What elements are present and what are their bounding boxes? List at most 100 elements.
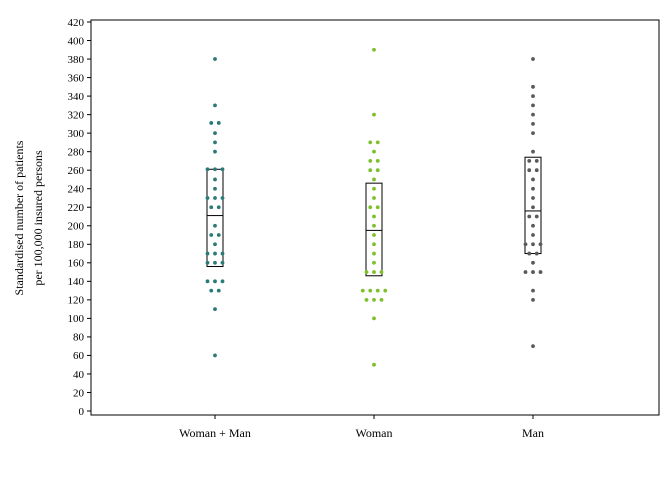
data-point xyxy=(527,214,532,219)
data-point xyxy=(383,288,388,293)
data-point xyxy=(531,149,535,154)
data-point xyxy=(372,233,376,237)
data-point xyxy=(375,159,380,163)
y-tick-label: 240 xyxy=(68,184,85,196)
data-point xyxy=(531,177,535,182)
data-point xyxy=(220,279,225,284)
data-point xyxy=(534,214,539,219)
data-point xyxy=(213,279,217,284)
data-point xyxy=(209,233,214,237)
y-axis-title-line-1: Standardised number of patients xyxy=(12,140,26,295)
data-point xyxy=(216,121,221,125)
data-point xyxy=(205,251,210,256)
data-point xyxy=(372,297,376,302)
y-tick-label: 100 xyxy=(68,313,85,325)
data-point xyxy=(375,288,380,293)
data-point xyxy=(372,196,376,200)
data-point xyxy=(531,205,535,210)
y-tick-label: 420 xyxy=(68,17,85,29)
data-point xyxy=(527,168,532,173)
y-tick-label: 0 xyxy=(79,406,85,418)
data-point xyxy=(213,177,217,182)
data-point xyxy=(220,167,225,172)
data-point xyxy=(372,214,376,219)
data-point xyxy=(372,47,376,52)
data-point xyxy=(209,288,214,293)
data-point xyxy=(534,159,539,163)
data-point xyxy=(213,242,217,247)
data-point xyxy=(213,260,217,265)
data-point xyxy=(531,297,535,302)
data-point xyxy=(531,121,535,126)
data-point xyxy=(531,112,535,117)
y-axis: 0 20 40 60 80 100 120 140 160 180 200 220 240 260 280 3… xyxy=(68,17,91,418)
data-point xyxy=(220,260,225,265)
y-tick-label: 160 xyxy=(68,258,85,270)
data-point xyxy=(531,131,535,136)
y-tick-label: 300 xyxy=(68,128,85,140)
data-point xyxy=(372,112,376,117)
data-point xyxy=(360,288,365,293)
y-tick-label: 280 xyxy=(68,146,85,158)
data-point xyxy=(531,196,535,200)
data-point xyxy=(364,270,369,274)
data-point xyxy=(531,94,535,98)
data-point xyxy=(531,288,535,293)
data-point xyxy=(220,196,225,200)
data-point xyxy=(531,270,535,274)
data-point xyxy=(379,270,384,274)
data-point xyxy=(205,196,210,200)
data-point xyxy=(213,149,217,154)
y-axis-title-line-2: per 100,000 insured persons xyxy=(31,150,45,286)
data-point xyxy=(372,242,376,247)
data-point xyxy=(372,251,376,256)
x-tick-label: Woman + Man xyxy=(179,426,251,440)
data-point xyxy=(213,251,217,256)
data-point xyxy=(372,362,376,367)
data-point xyxy=(531,186,535,191)
data-point xyxy=(213,140,217,145)
data-point xyxy=(216,233,221,237)
plot-frame xyxy=(90,19,660,416)
y-tick-label: 340 xyxy=(68,91,85,103)
y-tick-label: 380 xyxy=(68,54,85,66)
data-point xyxy=(220,251,225,256)
data-point xyxy=(213,186,217,191)
y-tick-label: 400 xyxy=(68,35,85,47)
y-tick-label: 120 xyxy=(68,295,85,307)
data-point xyxy=(534,168,539,173)
data-point xyxy=(368,168,373,173)
series-group xyxy=(523,57,543,349)
data-point xyxy=(375,140,380,145)
data-point xyxy=(372,223,376,228)
data-point xyxy=(209,121,214,125)
data-point xyxy=(372,316,376,321)
data-point xyxy=(531,242,535,247)
data-point xyxy=(213,167,217,172)
data-point xyxy=(523,270,528,274)
plot-marks xyxy=(205,47,543,367)
data-point xyxy=(375,205,380,210)
data-point xyxy=(531,233,535,237)
data-point xyxy=(372,186,376,191)
x-tick-label: Man xyxy=(522,426,544,440)
data-point xyxy=(213,223,217,228)
data-point xyxy=(531,57,535,61)
x-tick-label: Woman xyxy=(355,426,392,440)
series-group xyxy=(205,57,225,358)
data-point xyxy=(372,149,376,154)
data-point xyxy=(213,307,217,312)
data-point xyxy=(538,270,543,274)
y-tick-label: 60 xyxy=(73,350,85,362)
data-point xyxy=(213,196,217,200)
data-point xyxy=(527,251,532,256)
data-point xyxy=(364,297,369,302)
data-point xyxy=(534,251,539,256)
data-point xyxy=(531,344,535,349)
data-point xyxy=(368,140,373,145)
y-tick-label: 260 xyxy=(68,165,85,177)
data-point xyxy=(372,270,376,274)
data-point xyxy=(538,242,543,247)
y-tick-label: 320 xyxy=(68,109,85,121)
